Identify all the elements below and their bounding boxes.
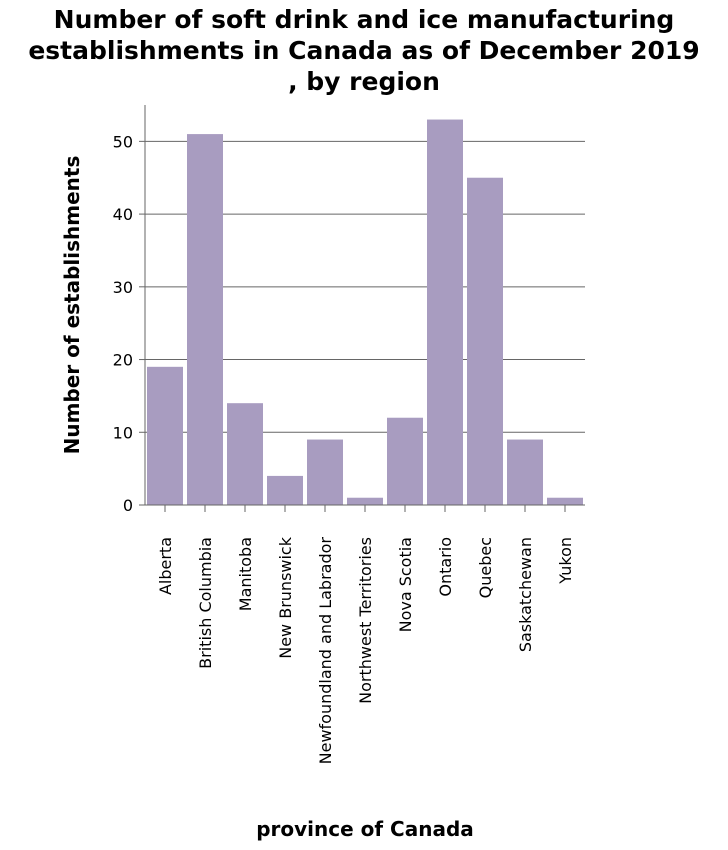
bar bbox=[227, 403, 263, 505]
x-tick-label: Newfoundland and Labrador bbox=[316, 537, 335, 765]
y-tick-label: 50 bbox=[113, 132, 133, 151]
chart-title: Number of soft drink and ice manufacturi… bbox=[28, 5, 700, 96]
y-tick-label: 0 bbox=[123, 496, 133, 515]
x-tick-label: Nova Scotia bbox=[396, 537, 415, 632]
x-tick-label: Yukon bbox=[556, 537, 575, 585]
bar bbox=[187, 134, 223, 505]
x-tick-label: Saskatchewan bbox=[516, 537, 535, 652]
bar bbox=[547, 497, 583, 505]
x-tick-label: Manitoba bbox=[236, 537, 255, 611]
bars bbox=[147, 119, 583, 505]
y-tick-label: 40 bbox=[113, 205, 133, 224]
bar bbox=[507, 439, 543, 505]
x-tick-label: Ontario bbox=[436, 537, 455, 597]
bar bbox=[147, 366, 183, 505]
bar bbox=[467, 177, 503, 505]
x-tick-label: Alberta bbox=[156, 537, 175, 595]
bar bbox=[307, 439, 343, 505]
y-tick-labels: 0 10 20 30 40 50 bbox=[113, 132, 145, 515]
y-tick-label: 10 bbox=[113, 423, 133, 442]
y-tick-label: 30 bbox=[113, 278, 133, 297]
bar bbox=[267, 475, 303, 505]
x-tick-labels: Alberta British Columbia Manitoba New Bruns… bbox=[156, 505, 575, 764]
x-tick-label: Quebec bbox=[476, 537, 495, 598]
x-axis-title: province of Canada bbox=[256, 817, 474, 841]
x-tick-label: British Columbia bbox=[196, 537, 215, 669]
bar bbox=[427, 119, 463, 505]
bar bbox=[347, 497, 383, 505]
x-tick-label: New Brunswick bbox=[276, 536, 295, 658]
y-tick-label: 20 bbox=[113, 351, 133, 370]
y-axis-title: Number of establishments bbox=[60, 156, 84, 455]
bar bbox=[387, 417, 423, 505]
x-tick-label: Northwest Territories bbox=[356, 537, 375, 704]
